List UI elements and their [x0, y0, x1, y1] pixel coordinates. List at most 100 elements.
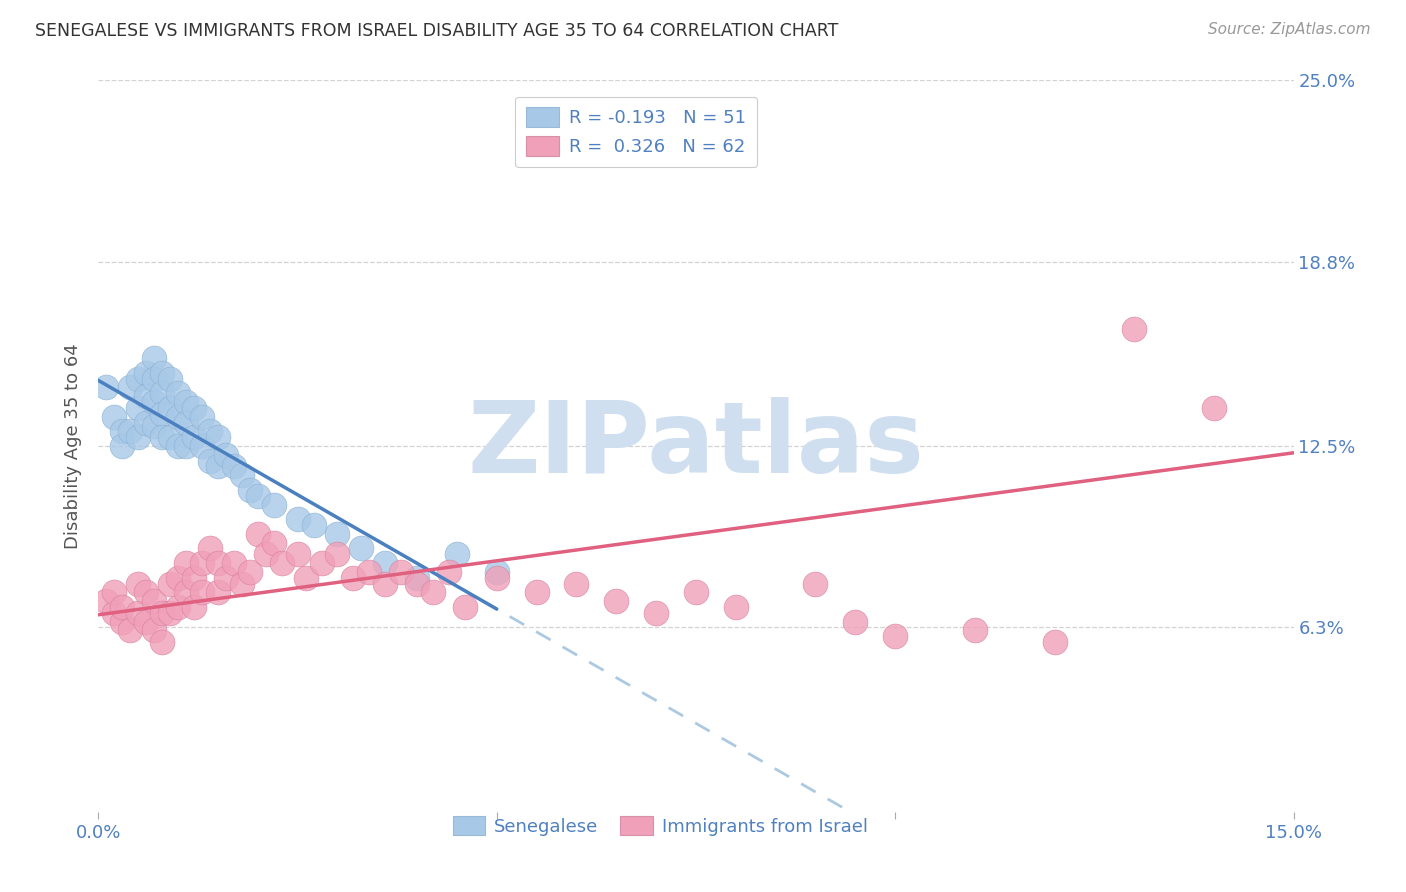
- Point: [135, 416, 157, 430]
- Point: [150, 386, 173, 401]
- Point: [174, 585, 197, 599]
- Point: [485, 571, 508, 585]
- Point: [159, 372, 181, 386]
- Text: SENEGALESE VS IMMIGRANTS FROM ISRAEL DISABILITY AGE 35 TO 64 CORRELATION CHART: SENEGALESE VS IMMIGRANTS FROM ISRAEL DIS…: [35, 22, 838, 40]
- Point: [174, 416, 197, 430]
- Point: [127, 372, 149, 386]
- Point: [565, 576, 588, 591]
- Point: [804, 576, 827, 591]
- Point: [485, 565, 508, 579]
- Point: [207, 430, 229, 444]
- Y-axis label: Disability Age 35 to 64: Disability Age 35 to 64: [65, 343, 83, 549]
- Point: [406, 576, 429, 591]
- Point: [287, 512, 309, 526]
- Point: [174, 556, 197, 570]
- Point: [884, 629, 907, 643]
- Point: [111, 599, 134, 614]
- Point: [374, 576, 396, 591]
- Point: [174, 395, 197, 409]
- Point: [231, 576, 253, 591]
- Point: [1202, 401, 1225, 415]
- Point: [359, 565, 381, 579]
- Point: [159, 606, 181, 620]
- Point: [526, 585, 548, 599]
- Point: [143, 351, 166, 366]
- Point: [302, 518, 325, 533]
- Point: [254, 547, 277, 561]
- Text: Source: ZipAtlas.com: Source: ZipAtlas.com: [1208, 22, 1371, 37]
- Point: [437, 565, 460, 579]
- Point: [389, 565, 412, 579]
- Point: [311, 556, 333, 570]
- Point: [374, 556, 396, 570]
- Point: [127, 606, 149, 620]
- Point: [111, 425, 134, 439]
- Point: [222, 556, 245, 570]
- Point: [1043, 635, 1066, 649]
- Point: [143, 395, 166, 409]
- Point: [111, 439, 134, 453]
- Point: [215, 571, 238, 585]
- Point: [191, 556, 214, 570]
- Point: [215, 448, 238, 462]
- Point: [198, 425, 221, 439]
- Point: [222, 459, 245, 474]
- Point: [198, 541, 221, 556]
- Point: [150, 430, 173, 444]
- Point: [207, 556, 229, 570]
- Point: [270, 556, 292, 570]
- Point: [685, 585, 707, 599]
- Point: [239, 483, 262, 497]
- Point: [167, 409, 190, 424]
- Point: [150, 407, 173, 421]
- Point: [120, 425, 142, 439]
- Point: [159, 401, 181, 415]
- Point: [191, 439, 214, 453]
- Point: [159, 430, 181, 444]
- Point: [350, 541, 373, 556]
- Point: [135, 366, 157, 380]
- Point: [167, 599, 190, 614]
- Point: [174, 439, 197, 453]
- Point: [150, 606, 173, 620]
- Point: [96, 380, 118, 394]
- Point: [326, 526, 349, 541]
- Point: [150, 366, 173, 380]
- Point: [143, 372, 166, 386]
- Point: [207, 459, 229, 474]
- Point: [159, 576, 181, 591]
- Point: [96, 594, 118, 608]
- Point: [135, 389, 157, 403]
- Point: [103, 606, 125, 620]
- Point: [167, 386, 190, 401]
- Point: [191, 585, 214, 599]
- Point: [127, 430, 149, 444]
- Point: [135, 585, 157, 599]
- Point: [143, 418, 166, 433]
- Point: [263, 535, 285, 549]
- Point: [207, 585, 229, 599]
- Point: [120, 380, 142, 394]
- Point: [246, 489, 269, 503]
- Point: [342, 571, 364, 585]
- Point: [406, 571, 429, 585]
- Point: [183, 599, 205, 614]
- Point: [446, 547, 468, 561]
- Point: [103, 409, 125, 424]
- Point: [287, 547, 309, 561]
- Point: [183, 401, 205, 415]
- Point: [263, 498, 285, 512]
- Point: [183, 571, 205, 585]
- Point: [246, 526, 269, 541]
- Point: [191, 409, 214, 424]
- Point: [239, 565, 262, 579]
- Point: [183, 430, 205, 444]
- Point: [143, 624, 166, 638]
- Point: [150, 635, 173, 649]
- Point: [143, 594, 166, 608]
- Point: [605, 594, 627, 608]
- Legend: Senegalese, Immigrants from Israel: Senegalese, Immigrants from Israel: [446, 808, 875, 843]
- Point: [127, 576, 149, 591]
- Point: [167, 439, 190, 453]
- Point: [422, 585, 444, 599]
